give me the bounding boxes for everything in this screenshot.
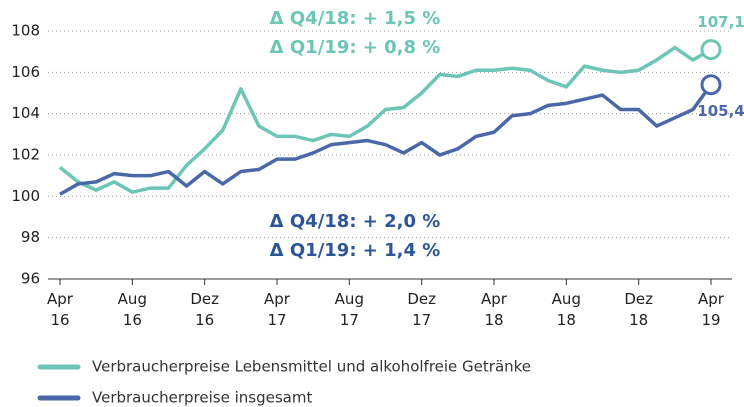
y-tick-label: 108 (11, 22, 40, 40)
legend-label: Verbraucherpreise Lebensmittel und alkoh… (92, 358, 531, 376)
end-label: 107,1 (697, 13, 744, 31)
annotation: Δ Q1/19: + 0,8 % (270, 37, 441, 58)
annotation: Δ Q4/18: + 2,0 % (270, 211, 441, 232)
y-tick-label: 106 (11, 63, 40, 81)
y-tick-label: 100 (11, 187, 40, 205)
x-tick-label: Dez 17 (407, 290, 436, 329)
legend-label: Verbraucherpreise insgesamt (92, 389, 312, 407)
annotation: Δ Q4/18: + 1,5 % (270, 8, 441, 29)
x-tick-label: Dez 16 (190, 290, 219, 329)
y-tick-label: 102 (11, 146, 40, 164)
end-marker (700, 74, 722, 96)
y-tick-label: 96 (21, 270, 40, 288)
y-tick-label: 104 (11, 104, 40, 122)
x-tick-label: Apr 16 (47, 290, 74, 329)
series-line (58, 45, 712, 194)
series-line (59, 83, 713, 196)
x-tick-label: Dez 18 (624, 290, 653, 329)
y-tick-label: 98 (21, 228, 40, 246)
x-tick-label: Aug 18 (552, 290, 581, 329)
end-marker (700, 39, 722, 61)
end-label: 105,4 (697, 102, 744, 120)
x-tick-label: Aug 17 (335, 290, 364, 329)
x-tick-label: Aug 16 (118, 290, 147, 329)
x-tick-label: Apr 18 (481, 290, 508, 329)
x-tick-label: Apr 17 (264, 290, 291, 329)
x-tick-label: Apr 19 (698, 290, 725, 329)
annotation: Δ Q1/19: + 1,4 % (270, 240, 441, 261)
